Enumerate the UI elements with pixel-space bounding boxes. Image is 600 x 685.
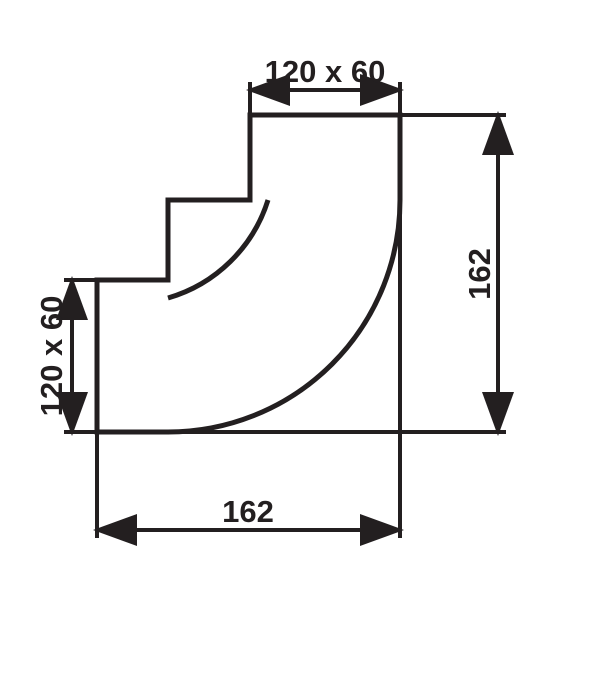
- dimension-bottom: 162: [97, 200, 400, 538]
- elbow-shape: [97, 115, 400, 432]
- dim-bottom-label: 162: [222, 494, 274, 529]
- technical-drawing: 120 x 60 120 x 60 162 162: [0, 0, 600, 685]
- dim-right-label: 162: [462, 248, 497, 300]
- dimension-top: 120 x 60: [250, 54, 400, 115]
- dim-top-label: 120 x 60: [265, 54, 386, 89]
- dim-left-label: 120 x 60: [34, 296, 69, 417]
- dimension-left: 120 x 60: [34, 280, 97, 432]
